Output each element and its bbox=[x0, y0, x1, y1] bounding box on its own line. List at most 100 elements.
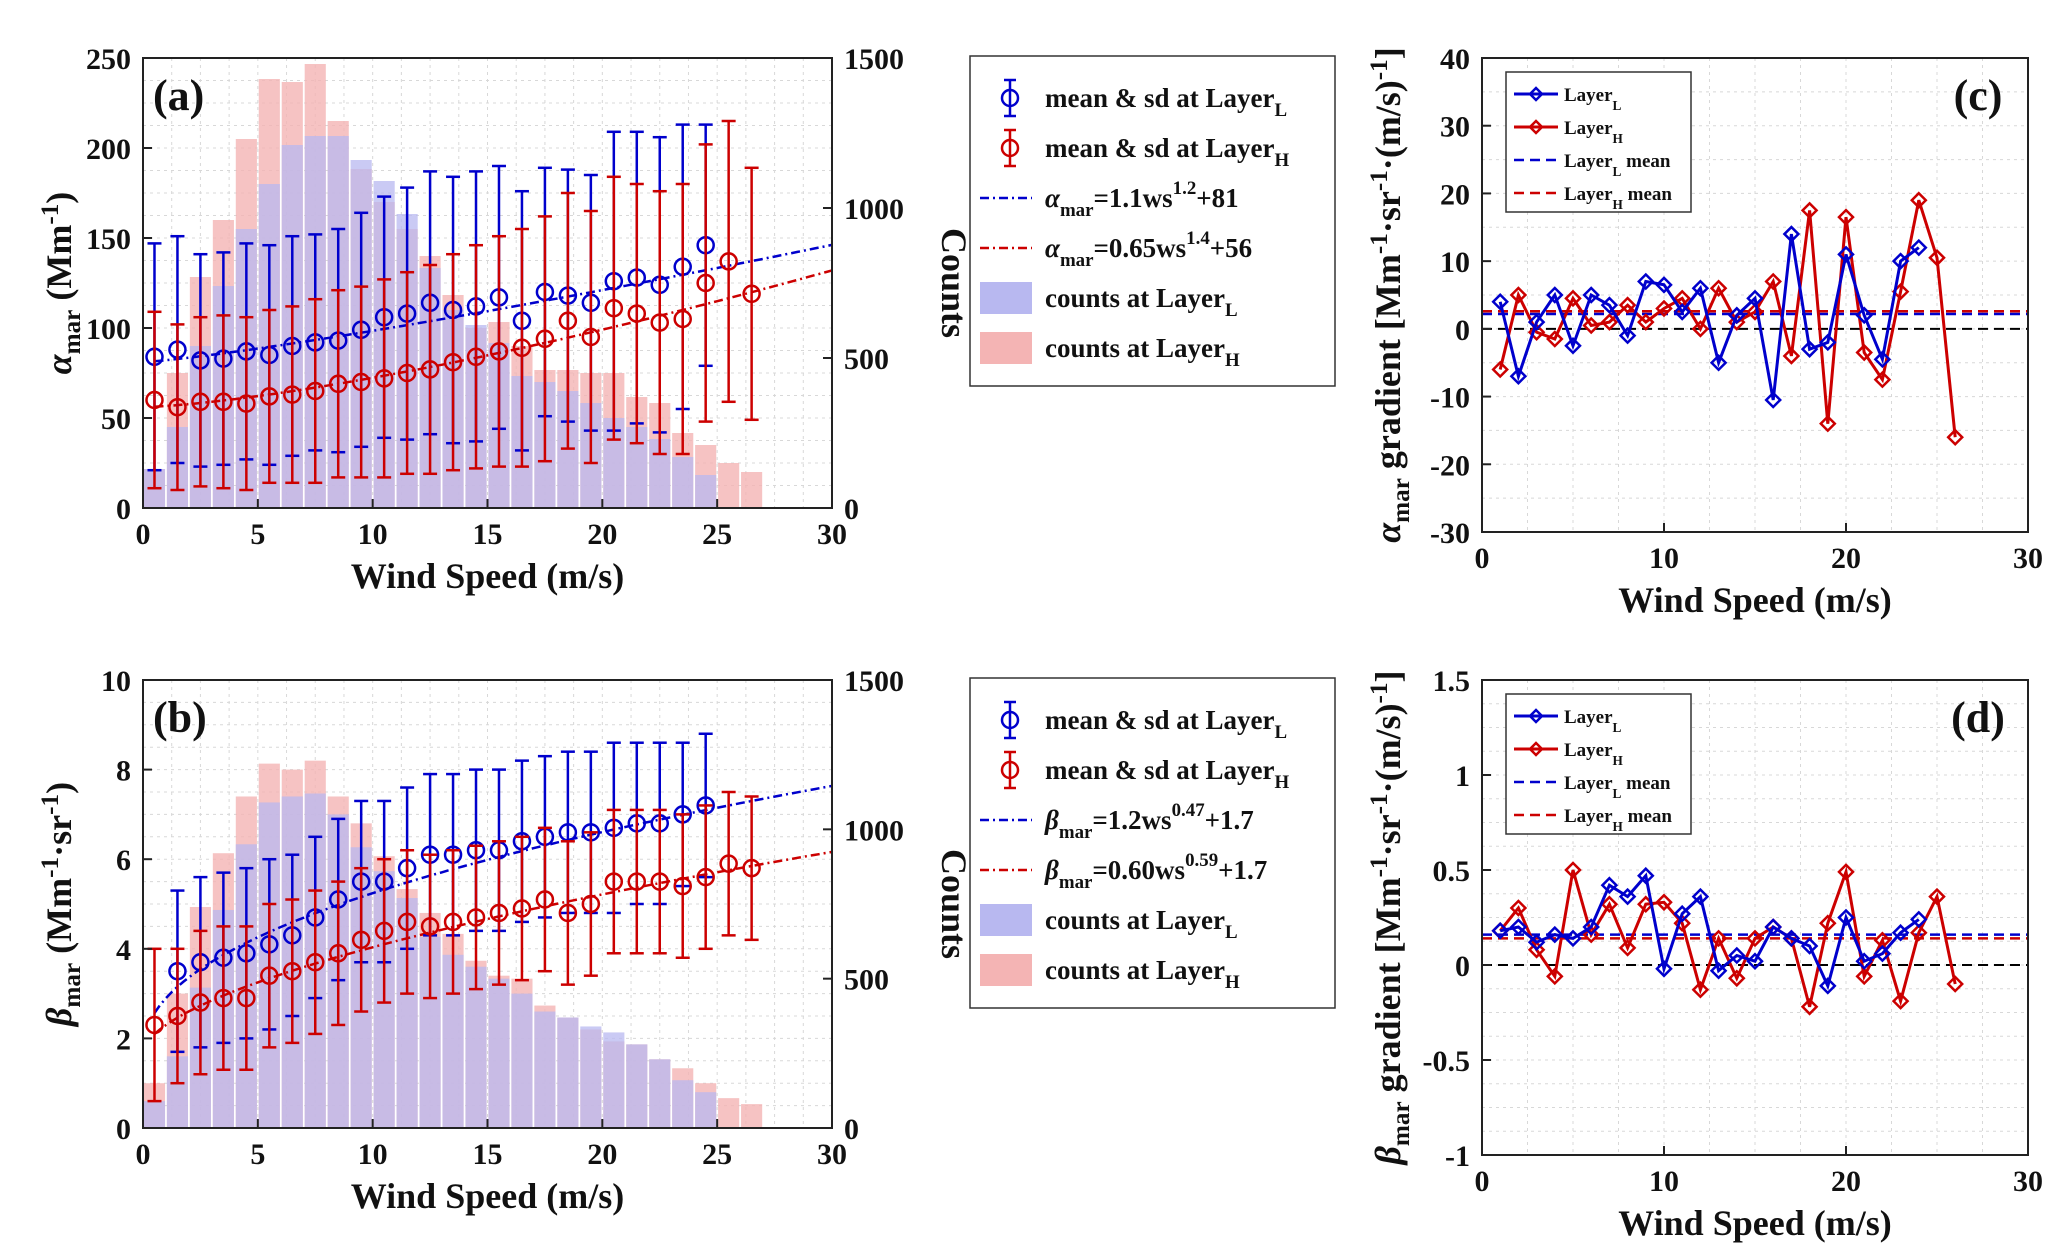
mean-marker bbox=[466, 908, 486, 927]
x-tick-label: 0 bbox=[136, 518, 151, 551]
label-segment: =1.1ws bbox=[1094, 183, 1173, 213]
y-right-tick-label: 1000 bbox=[844, 193, 904, 226]
diamond-marker bbox=[1691, 320, 1710, 338]
diamond-marker bbox=[1564, 337, 1582, 355]
panel-label: (a) bbox=[153, 71, 204, 120]
x-tick-label: 30 bbox=[2013, 542, 2043, 575]
label-segment: mar bbox=[1388, 1101, 1415, 1146]
label-segment: Layer bbox=[1564, 773, 1613, 794]
diamond-marker bbox=[1491, 293, 1509, 311]
diamond-marker bbox=[1491, 922, 1509, 940]
y-tick-label: 8 bbox=[116, 755, 131, 788]
diamond-marker bbox=[1910, 923, 1928, 942]
diamond-marker bbox=[1837, 245, 1855, 264]
mean-marker bbox=[535, 329, 555, 349]
label-segment: ·sr bbox=[39, 815, 79, 857]
label-segment: mean bbox=[1621, 773, 1671, 794]
diamond-marker bbox=[1855, 343, 1873, 362]
legend-box bbox=[969, 55, 1336, 387]
label-segment: mean bbox=[1623, 184, 1673, 205]
x-tick-label: 0 bbox=[1475, 1165, 1490, 1198]
diamond-marker bbox=[1819, 977, 1837, 995]
diamond-marker bbox=[1528, 119, 1544, 135]
count-bar-layer-l bbox=[649, 439, 671, 508]
diamond-marker bbox=[1655, 893, 1673, 912]
label-segment: -1 bbox=[1366, 170, 1393, 191]
label-segment: Layer bbox=[1564, 740, 1613, 761]
y-tick-label: 40 bbox=[1440, 43, 1470, 76]
label-segment: =1.2ws bbox=[1092, 805, 1171, 835]
legend-label: LayerH mean bbox=[1564, 806, 1672, 834]
count-bar-layer-l bbox=[488, 978, 510, 1128]
label-segment: +1.7 bbox=[1218, 855, 1267, 885]
mean-marker bbox=[145, 390, 164, 410]
label-segment: H bbox=[1274, 772, 1289, 793]
label-segment: mar bbox=[1060, 250, 1094, 271]
diamond-marker bbox=[1946, 428, 1964, 446]
diamond-marker bbox=[1891, 252, 1910, 270]
diamond-marker bbox=[1855, 967, 1873, 986]
label-segment: 1.4 bbox=[1186, 228, 1210, 249]
label-segment: mar bbox=[1060, 200, 1094, 221]
diamond-marker bbox=[1600, 895, 1619, 913]
y-tick-label: 0 bbox=[1455, 314, 1470, 347]
y-tick-label: -0.5 bbox=[1423, 1045, 1471, 1078]
diamond-marker bbox=[1600, 313, 1619, 331]
fit-line-layer-h bbox=[153, 850, 833, 1035]
diamond-marker bbox=[1600, 876, 1619, 894]
mean-marker bbox=[397, 912, 417, 932]
label-segment: counts at Layer bbox=[1045, 333, 1225, 363]
mean-marker bbox=[742, 284, 761, 304]
diamond-marker bbox=[1527, 313, 1546, 331]
diamond-marker bbox=[1928, 887, 1946, 906]
label-segment: β bbox=[1044, 805, 1059, 835]
label-segment: -1 bbox=[1366, 856, 1393, 877]
label-segment: Layer bbox=[1564, 85, 1613, 106]
mean-marker bbox=[306, 952, 325, 972]
x-tick-label: 0 bbox=[1475, 542, 1490, 575]
y-axis-label: βmar (Mm-1·sr-1) bbox=[37, 782, 86, 1028]
label-segment: ·(m/s) bbox=[1368, 80, 1408, 170]
label-segment: -1 bbox=[37, 204, 64, 225]
panel-label: (c) bbox=[1954, 71, 2003, 120]
y-right-tick-label: 0 bbox=[844, 493, 859, 526]
mean-marker bbox=[351, 372, 371, 392]
diamond-marker bbox=[1764, 272, 1782, 291]
y-tick-label: 1 bbox=[1455, 760, 1470, 793]
mean-marker bbox=[558, 311, 578, 331]
label-segment: L bbox=[1274, 722, 1287, 743]
mean-marker bbox=[604, 872, 624, 891]
diamond-marker bbox=[1910, 191, 1928, 209]
y-tick-label: 2 bbox=[116, 1023, 131, 1056]
mean-marker bbox=[420, 360, 440, 379]
y-axis-label: βmar gradient [Mm-1·sr-1·(m/s)-1] bbox=[1366, 670, 1415, 1166]
diamond-marker bbox=[1509, 899, 1528, 917]
label-segment: ) bbox=[39, 192, 79, 204]
diamond-marker bbox=[1527, 941, 1546, 959]
legend-label: βmar=1.2ws0.47+1.7 bbox=[1044, 800, 1254, 843]
mean-marker bbox=[214, 988, 233, 1008]
count-bar-layer-h bbox=[718, 463, 740, 508]
fit-line-layer-l bbox=[153, 784, 833, 1014]
label-segment: gradient [Mm bbox=[1368, 254, 1408, 478]
plot-frame bbox=[1481, 57, 2029, 533]
y-tick-label: 50 bbox=[101, 403, 131, 436]
label-segment: H bbox=[1613, 753, 1624, 768]
mean-marker bbox=[1000, 760, 1020, 780]
label-segment: 0.47 bbox=[1172, 800, 1205, 821]
mean-marker bbox=[306, 381, 325, 401]
y-tick-label: 150 bbox=[86, 223, 131, 256]
diamond-marker bbox=[1837, 863, 1855, 881]
line-layer-l bbox=[1498, 233, 1920, 401]
y-axis-label: αmar (Mm-1) bbox=[37, 192, 86, 375]
label-segment: mean & sd at Layer bbox=[1045, 83, 1274, 113]
legend-swatch bbox=[980, 282, 1032, 314]
mean-marker bbox=[191, 392, 210, 412]
mean-marker bbox=[558, 903, 578, 923]
label-segment: H bbox=[1613, 197, 1624, 212]
label-segment: counts at Layer bbox=[1045, 955, 1225, 985]
diamond-marker bbox=[1746, 303, 1764, 321]
diamond-marker bbox=[1582, 918, 1600, 936]
